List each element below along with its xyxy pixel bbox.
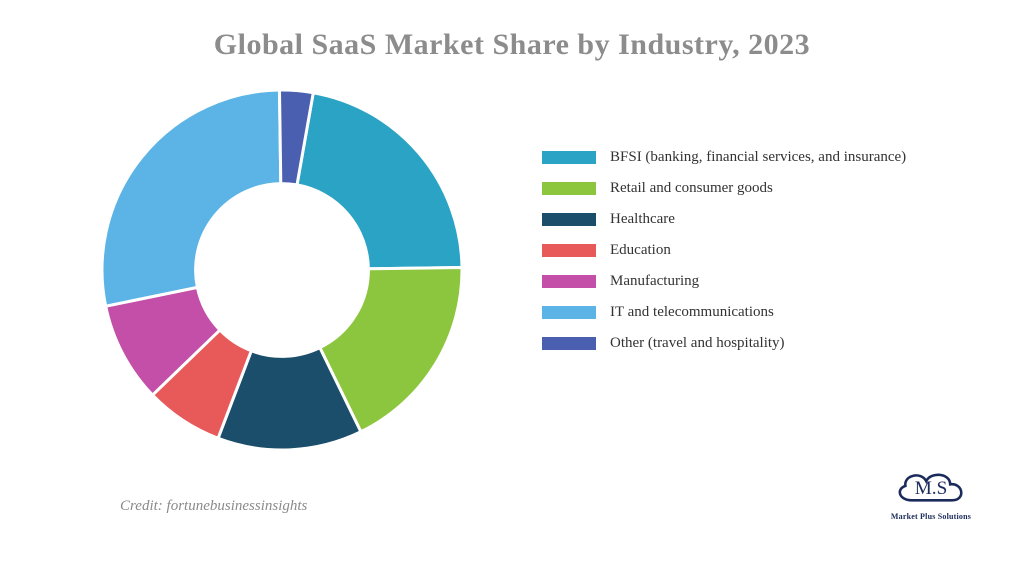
legend-label: Education xyxy=(610,242,671,259)
legend-label: IT and telecommunications xyxy=(610,304,774,321)
legend-swatch xyxy=(542,275,596,288)
page-root: Global SaaS Market Share by Industry, 20… xyxy=(0,0,1024,561)
legend-swatch xyxy=(542,213,596,226)
chart-title: Global SaaS Market Share by Industry, 20… xyxy=(32,28,992,62)
legend-label: Other (travel and hospitality) xyxy=(610,335,785,352)
legend-label: BFSI (banking, financial services, and i… xyxy=(610,149,906,166)
cloud-icon: M.S xyxy=(891,465,971,510)
donut-chart xyxy=(92,80,472,460)
donut-slice xyxy=(297,93,462,269)
donut-svg xyxy=(92,80,472,460)
donut-slice xyxy=(102,90,281,306)
legend-label: Manufacturing xyxy=(610,273,699,290)
legend-item: Education xyxy=(542,242,906,259)
legend-item: Retail and consumer goods xyxy=(542,180,906,197)
chart-row: BFSI (banking, financial services, and i… xyxy=(32,80,992,460)
legend-item: IT and telecommunications xyxy=(542,304,906,321)
svg-text:M.S: M.S xyxy=(915,478,948,499)
legend-swatch xyxy=(542,151,596,164)
legend-swatch xyxy=(542,182,596,195)
brand-logo: M.S Market Plus Solutions xyxy=(886,465,976,521)
legend-item: Manufacturing xyxy=(542,273,906,290)
legend-swatch xyxy=(542,337,596,350)
legend-item: BFSI (banking, financial services, and i… xyxy=(542,149,906,166)
brand-logo-text: Market Plus Solutions xyxy=(886,512,976,521)
legend-item: Healthcare xyxy=(542,211,906,228)
legend-label: Healthcare xyxy=(610,211,675,228)
legend-label: Retail and consumer goods xyxy=(610,180,773,197)
legend-swatch xyxy=(542,306,596,319)
legend-item: Other (travel and hospitality) xyxy=(542,335,906,352)
legend: BFSI (banking, financial services, and i… xyxy=(542,149,906,352)
credit-text: Credit: fortunebusinessinsights xyxy=(120,498,307,515)
legend-swatch xyxy=(542,244,596,257)
